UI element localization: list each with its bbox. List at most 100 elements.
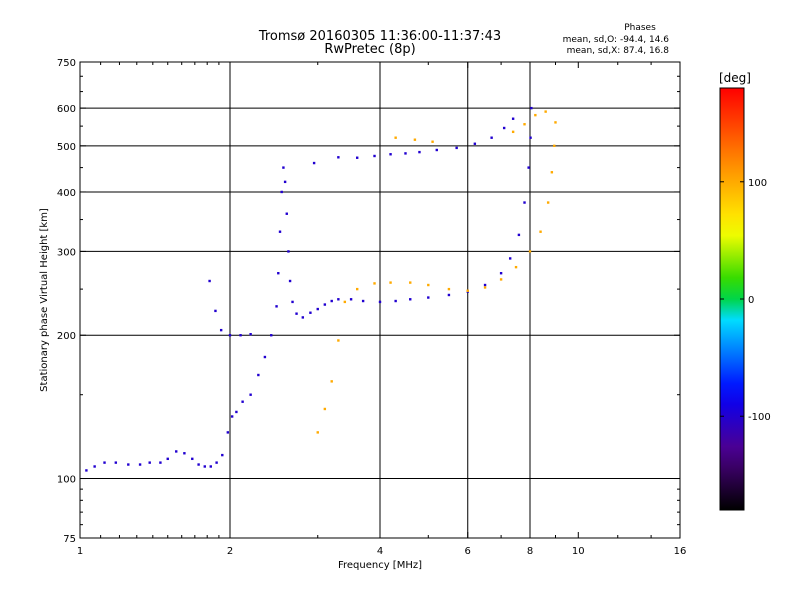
data-point (553, 144, 556, 148)
data-point (148, 461, 151, 464)
data-point (282, 166, 285, 169)
data-point (349, 298, 353, 301)
data-point (394, 136, 397, 139)
data-point (214, 309, 217, 313)
data-point (546, 201, 550, 204)
data-point (389, 281, 392, 284)
data-point (466, 289, 469, 292)
data-point (159, 461, 162, 464)
data-point (539, 230, 542, 233)
data-point (534, 113, 537, 117)
data-point (280, 190, 283, 194)
data-point (277, 272, 280, 275)
data-point (249, 333, 252, 336)
data-point (378, 300, 382, 304)
data-point (295, 312, 298, 315)
data-point (337, 156, 340, 159)
data-point (287, 250, 290, 253)
x-tick-label: 16 (674, 546, 687, 557)
colorbar-label: [deg] (719, 71, 751, 85)
axes: 1 2 4 6 8 10 16 75 100 200 300 400 500 600 750 (57, 58, 686, 557)
data-point (523, 201, 526, 204)
data-point (527, 166, 530, 169)
data-point (528, 250, 532, 253)
colorbar-tick-label: 100 (748, 178, 767, 189)
data-points (85, 106, 557, 472)
plot-area (79, 61, 681, 539)
data-point (209, 465, 212, 468)
data-point (183, 452, 186, 455)
data-point (447, 287, 451, 291)
data-point (301, 316, 305, 319)
x-tick-label: 4 (377, 546, 383, 557)
data-point (191, 457, 194, 461)
data-point (257, 373, 260, 377)
data-point (550, 171, 554, 174)
x-tick-label: 1 (77, 546, 83, 557)
phases-x-stats: mean, sd,X: 87.4, 16.8 (567, 46, 670, 56)
x-tick-label: 2 (227, 546, 233, 557)
data-point (230, 415, 234, 418)
data-point (508, 257, 512, 260)
data-point (490, 136, 493, 139)
data-point (514, 265, 518, 269)
phases-header: Phases (624, 23, 656, 33)
data-point (283, 180, 287, 184)
data-point (219, 328, 223, 332)
data-point (323, 303, 327, 306)
phases-o-stats: mean, sd,O: -94.4, 14.6 (563, 35, 670, 45)
data-point (291, 300, 294, 304)
data-point (554, 121, 557, 124)
data-point (208, 279, 211, 283)
colorbar-tick-label: -100 (748, 412, 771, 423)
chart-title: Tromsø 20160305 11:36:00-11:37:43 (258, 29, 501, 44)
y-tick-label: 400 (57, 188, 76, 199)
data-point (373, 154, 376, 158)
data-point (389, 153, 392, 156)
data-point (288, 279, 292, 283)
data-point (413, 138, 417, 141)
data-point (85, 469, 88, 472)
data-point (499, 278, 503, 281)
data-point (394, 299, 397, 303)
data-point (215, 461, 218, 464)
data-point (455, 146, 458, 150)
x-tick-label: 10 (572, 546, 585, 557)
data-point (275, 305, 278, 308)
data-point (355, 287, 359, 291)
data-point (103, 461, 106, 464)
data-point (239, 334, 242, 337)
data-point (309, 311, 312, 314)
data-point (241, 400, 244, 403)
data-point (235, 410, 238, 414)
data-point (517, 233, 521, 237)
data-point (249, 393, 252, 396)
data-point (166, 457, 169, 461)
data-point (511, 130, 515, 134)
data-point (409, 298, 412, 301)
data-point (127, 463, 130, 466)
y-tick-label: 100 (57, 475, 76, 486)
data-point (316, 307, 319, 311)
y-tick-label: 500 (57, 142, 76, 153)
y-tick-label: 750 (57, 58, 76, 69)
y-tick-label: 200 (57, 331, 76, 342)
x-tick-label: 8 (527, 546, 533, 557)
data-point (530, 106, 533, 110)
data-point (435, 148, 438, 152)
data-point (409, 281, 412, 284)
data-point (511, 117, 515, 120)
data-point (175, 450, 178, 453)
data-point (361, 299, 365, 303)
data-point (270, 334, 273, 337)
data-point (263, 355, 267, 359)
y-tick-label: 300 (57, 247, 76, 258)
x-tick-label: 6 (465, 546, 471, 557)
data-point (330, 380, 333, 383)
data-point (373, 282, 376, 285)
y-tick-label: 75 (63, 534, 76, 545)
data-point (483, 286, 487, 289)
data-point (483, 283, 487, 287)
data-point (285, 212, 288, 215)
